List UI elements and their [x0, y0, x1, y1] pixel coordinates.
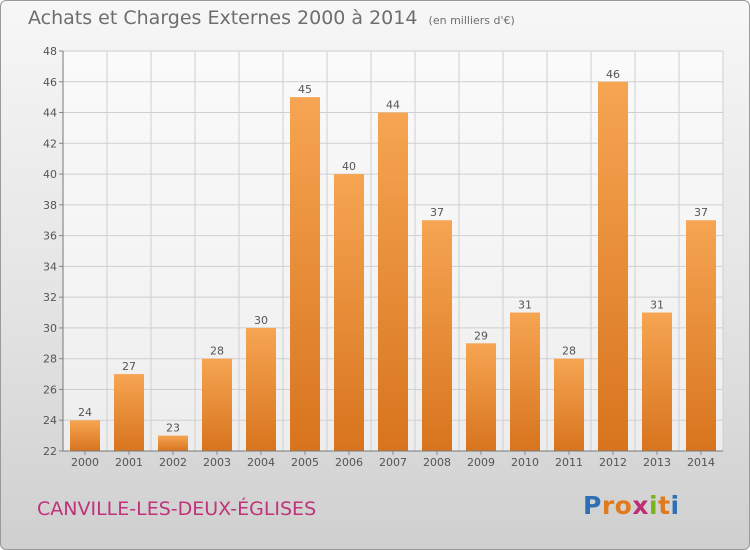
data-label: 31	[650, 299, 664, 312]
x-tick-label: 2009	[467, 456, 495, 469]
logo-letter: t	[658, 491, 671, 520]
logo-letter: P	[583, 491, 602, 520]
x-tick-label: 2001	[115, 456, 143, 469]
x-tick-label: 2003	[203, 456, 231, 469]
data-label: 30	[254, 314, 268, 327]
y-tick-label: 32	[43, 291, 57, 304]
bar	[554, 358, 584, 451]
x-tick-label: 2013	[643, 456, 671, 469]
x-tick-label: 2011	[555, 456, 583, 469]
x-tick-label: 2004	[247, 456, 275, 469]
bars-layer	[70, 81, 716, 452]
x-tick-label: 2010	[511, 456, 539, 469]
chart-unit: (en milliers d'€)	[428, 14, 515, 27]
x-tick-label: 2014	[687, 456, 715, 469]
data-label: 24	[78, 406, 92, 419]
data-label: 37	[694, 206, 708, 219]
x-tick-label: 2007	[379, 456, 407, 469]
y-tick-label: 26	[43, 383, 57, 396]
data-label: 27	[122, 360, 136, 373]
bar	[202, 358, 232, 451]
proxiti-logo: Proxiti	[583, 491, 680, 520]
data-label: 29	[474, 329, 488, 342]
data-label: 23	[166, 422, 180, 435]
x-tick-label: 2012	[599, 456, 627, 469]
data-label: 46	[606, 68, 620, 81]
y-tick-label: 48	[43, 45, 57, 58]
y-tick-label: 36	[43, 230, 57, 243]
x-tick-label: 2000	[71, 456, 99, 469]
logo-letter: x	[632, 491, 649, 520]
bar	[378, 112, 408, 452]
bar	[642, 312, 672, 451]
data-label: 28	[210, 345, 224, 358]
chart-title: Achats et Charges Externes 2000 à 2014	[28, 7, 418, 29]
logo-letter: r	[601, 491, 615, 520]
bar	[686, 220, 716, 451]
data-label: 40	[342, 160, 356, 173]
bar	[334, 174, 364, 452]
bar	[246, 327, 276, 451]
logo-letter: i	[670, 491, 680, 520]
bar	[70, 420, 100, 451]
bar	[466, 343, 496, 451]
bar	[158, 435, 188, 451]
labels-layer: 24 27 23 28 30 45 40 44 37 29 31 28 46 31 37	[78, 68, 708, 435]
axis-layer: 22 24 26 28 30 32 34 36 38 40 42 44 46 48 2000 2001 2002…	[43, 45, 723, 469]
y-tick-label: 44	[43, 107, 57, 120]
x-tick-label: 2008	[423, 456, 451, 469]
data-label: 37	[430, 206, 444, 219]
y-tick-label: 28	[43, 353, 57, 366]
y-tick-label: 42	[43, 137, 57, 150]
x-tick-label: 2006	[335, 456, 363, 469]
data-label: 44	[386, 99, 400, 112]
bar	[290, 97, 320, 452]
bar	[422, 220, 452, 451]
logo-letter: o	[614, 491, 633, 520]
data-label: 45	[298, 83, 312, 96]
bar	[114, 374, 144, 451]
data-label: 31	[518, 299, 532, 312]
bar	[598, 81, 628, 452]
logo-letter: i	[649, 491, 659, 520]
y-tick-label: 24	[43, 414, 57, 427]
y-tick-label: 38	[43, 199, 57, 212]
y-tick-label: 46	[43, 76, 57, 89]
x-tick-label: 2002	[159, 456, 187, 469]
y-tick-label: 30	[43, 322, 57, 335]
y-tick-label: 22	[43, 445, 57, 458]
commune-name: CANVILLE-LES-DEUX-ÉGLISES	[37, 498, 317, 520]
chart-title-block: Achats et Charges Externes 2000 à 2014 (…	[28, 7, 515, 29]
y-tick-label: 34	[43, 260, 57, 273]
data-label: 28	[562, 345, 576, 358]
y-tick-label: 40	[43, 168, 57, 181]
bar	[510, 312, 540, 451]
x-tick-label: 2005	[291, 456, 319, 469]
